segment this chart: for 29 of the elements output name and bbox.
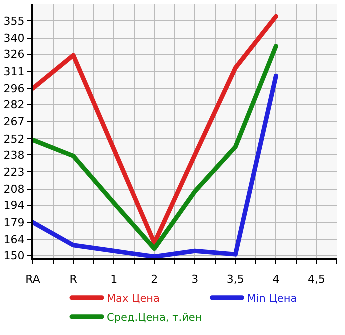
x-tick-label: 3,5: [226, 273, 244, 286]
y-tick-label: 223: [4, 166, 25, 180]
legend-label: Min Цена: [247, 292, 298, 305]
line-series: [33, 74, 278, 258]
y-tick-label: 355: [4, 15, 25, 28]
y-tick-label: 311: [4, 65, 25, 78]
y-tick-label: 164: [4, 234, 25, 247]
y-tick-label: 150: [4, 250, 25, 263]
x-tick-label: R: [70, 273, 78, 286]
line-series: [33, 14, 278, 246]
y-tick-label: 194: [4, 199, 25, 212]
y-tick-label: 252: [4, 132, 25, 146]
y-tick-label: 208: [4, 183, 25, 196]
x-tick-label: 3: [192, 273, 199, 286]
legend-label: Сред.Цена, т.йен: [107, 312, 202, 324]
y-tick-label: 296: [4, 82, 25, 96]
y-tick-label: 238: [4, 148, 25, 162]
y-tick-label: 326: [4, 48, 25, 62]
x-tick-label: 2: [151, 273, 158, 286]
y-tick-label: 179: [4, 216, 25, 230]
x-tick-label: 1: [110, 273, 118, 286]
y-tick-label: 282: [4, 98, 25, 112]
legend-label: Max Цена: [107, 292, 160, 305]
y-tick-label: 340: [4, 32, 25, 46]
x-tick-label: 4: [272, 273, 280, 286]
x-tick-label: 4,5: [308, 273, 326, 286]
x-tick-label: RA: [26, 273, 41, 286]
y-tick-label: 267: [4, 116, 25, 129]
line-series: [33, 44, 278, 252]
